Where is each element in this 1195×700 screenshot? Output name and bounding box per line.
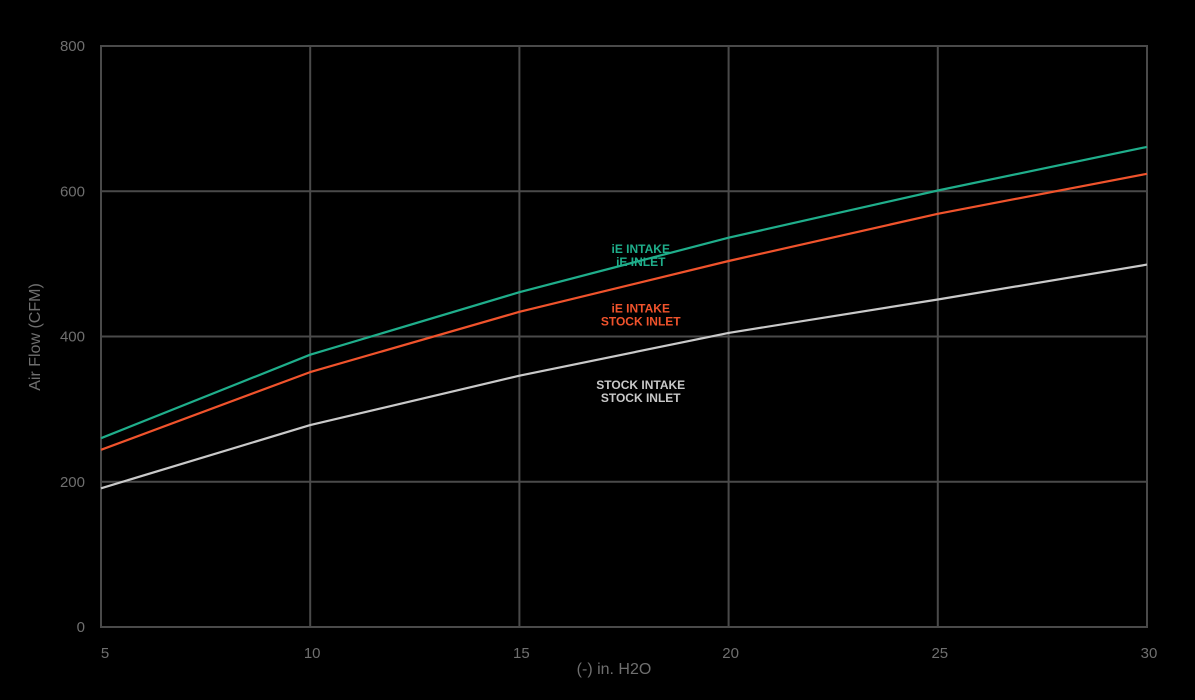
x-axis-title: (-) in. H2O: [577, 661, 652, 678]
x-axis-ticks: 5 10 15 20 25 30: [101, 645, 1158, 662]
y-axis-title: Air Flow (CFM): [27, 283, 44, 391]
series-label-0: iE INLET: [616, 255, 666, 269]
series-label-2: STOCK INTAKE: [596, 378, 685, 392]
x-tick-label: 10: [304, 645, 321, 662]
y-tick-label: 0: [77, 619, 85, 636]
series-label-1: iE INTAKE: [612, 302, 670, 316]
y-axis-ticks: 0 200 400 600 800: [60, 38, 85, 636]
series-label-1: STOCK INLET: [601, 315, 681, 329]
y-tick-label: 600: [60, 183, 85, 200]
series-lines: [100, 145, 1148, 490]
x-tick-label: 20: [722, 645, 739, 662]
y-tick-label: 800: [60, 38, 85, 55]
x-tick-label: 25: [931, 645, 948, 662]
x-tick-label: 5: [101, 645, 109, 662]
series-line-2: [100, 263, 1148, 490]
plot-frame: [100, 45, 1148, 628]
series-line-1: [100, 172, 1148, 451]
grid-lines: [100, 45, 1148, 628]
x-tick-label: 30: [1141, 645, 1158, 662]
series-label-0: iE INTAKE: [612, 242, 670, 256]
x-tick-label: 15: [513, 645, 530, 662]
y-tick-label: 200: [60, 474, 85, 491]
series-line-0: [100, 145, 1148, 440]
series-label-2: STOCK INLET: [601, 391, 681, 405]
y-tick-label: 400: [60, 329, 85, 346]
